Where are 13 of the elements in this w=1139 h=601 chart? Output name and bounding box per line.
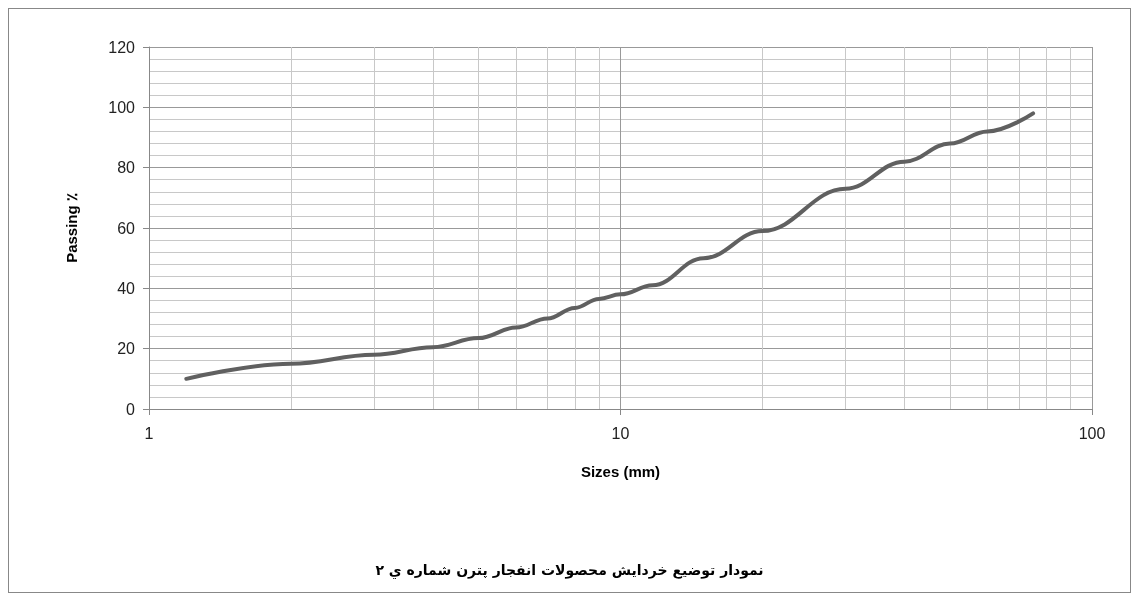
- x-tick-label: 100: [1078, 424, 1106, 442]
- y-tick-label: 80: [117, 159, 136, 177]
- y-tick-label: 100: [108, 98, 136, 116]
- y-tick-label: 0: [126, 400, 136, 418]
- x-tick-label: 1: [144, 424, 154, 442]
- x-axis-title: Sizes (mm): [580, 463, 661, 480]
- y-tick-label: 60: [117, 219, 136, 237]
- y-axis-title: Passing ٪: [63, 193, 80, 263]
- y-tick-label: 40: [117, 279, 136, 297]
- x-tick-label: 10: [611, 424, 630, 442]
- text: نمودار توضیع خردایش محصولات انفجار پترن شماره ي ۲: [375, 562, 764, 580]
- y-tick-label: 20: [117, 340, 136, 358]
- y-tick-label: 120: [108, 38, 136, 56]
